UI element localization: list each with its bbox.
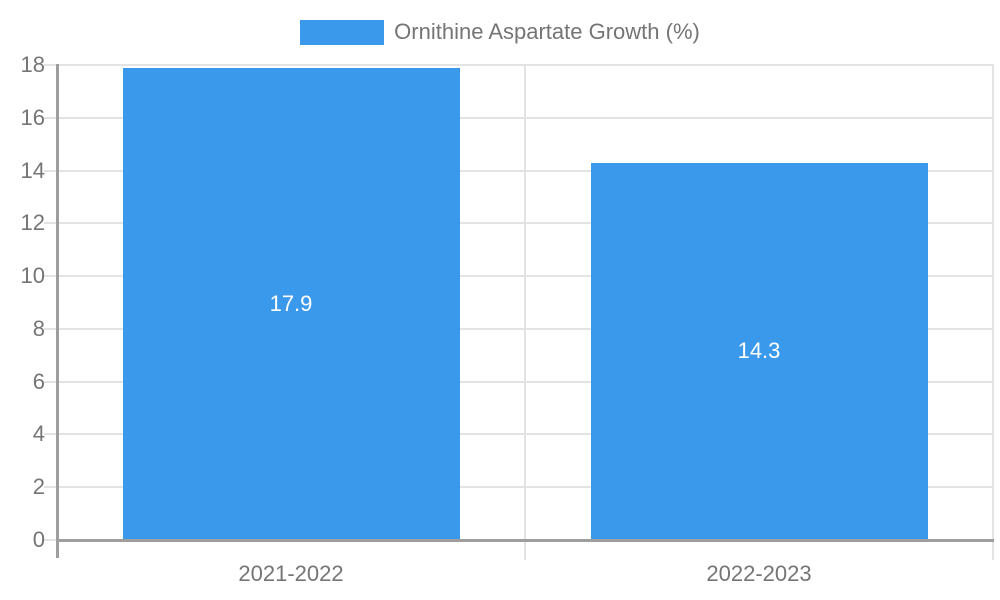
y-axis-tick-label: 2 bbox=[32, 474, 45, 499]
bar-value-label: 17.9 bbox=[269, 291, 313, 316]
bar-2022-2023 bbox=[591, 163, 928, 540]
y-axis-tick-label: 8 bbox=[32, 316, 45, 341]
bar-2021-2022 bbox=[123, 68, 460, 540]
bar-value-label: 14.3 bbox=[737, 338, 781, 363]
x-gridline bbox=[992, 64, 994, 560]
y-axis-tick-label: 6 bbox=[32, 369, 45, 394]
y-gridline bbox=[44, 486, 993, 488]
y-axis-tick-label: 12 bbox=[20, 210, 45, 235]
legend-swatch bbox=[300, 19, 385, 45]
y-axis-line bbox=[56, 64, 59, 558]
x-axis-category-label: 2022-2023 bbox=[706, 561, 812, 586]
y-axis-tick-label: 18 bbox=[20, 52, 45, 77]
y-gridline bbox=[44, 117, 993, 119]
y-gridline bbox=[44, 381, 993, 383]
y-gridline bbox=[44, 64, 993, 66]
legend-label: Ornithine Aspartate Growth (%) bbox=[394, 19, 700, 44]
y-axis-tick-label: 16 bbox=[20, 105, 45, 130]
legend: Ornithine Aspartate Growth (%) bbox=[0, 18, 1000, 46]
y-axis-tick-label: 14 bbox=[20, 158, 45, 183]
y-gridline bbox=[44, 170, 993, 172]
y-axis-tick-label: 10 bbox=[20, 263, 45, 288]
y-gridline bbox=[44, 275, 993, 277]
x-gridline bbox=[524, 64, 526, 560]
y-gridline bbox=[44, 328, 993, 330]
x-axis-category-label: 2021-2022 bbox=[238, 561, 344, 586]
y-gridline bbox=[44, 433, 993, 435]
y-axis-tick-label: 0 bbox=[32, 527, 45, 552]
y-axis-tick-label: 4 bbox=[32, 421, 45, 446]
x-axis-baseline bbox=[56, 539, 994, 542]
y-gridline bbox=[44, 222, 993, 224]
